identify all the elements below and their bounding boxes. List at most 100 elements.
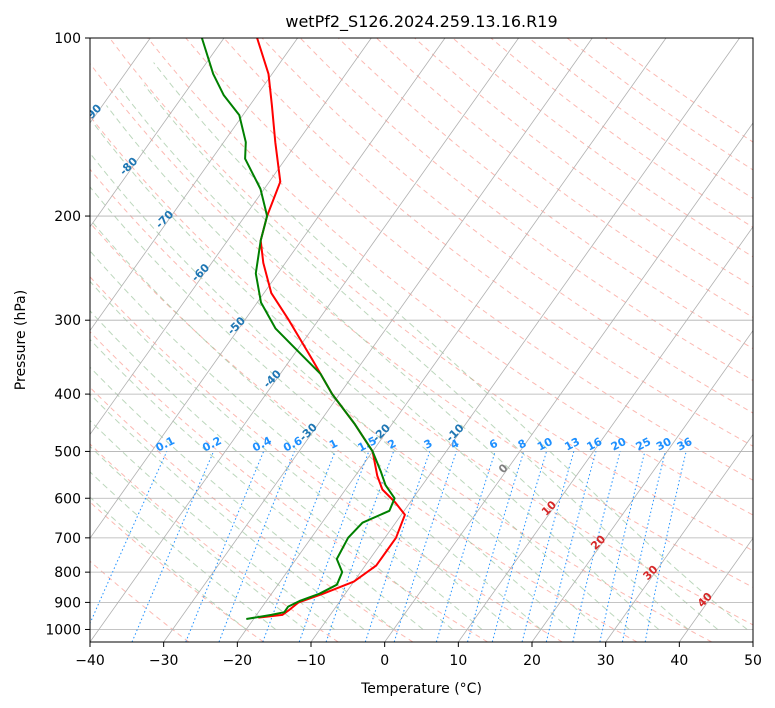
isotherm bbox=[90, 38, 298, 332]
dry-adiabat bbox=[90, 386, 414, 642]
x-tick-label: −30 bbox=[149, 653, 179, 669]
isotherm bbox=[236, 38, 667, 642]
dry-adiabat bbox=[90, 276, 563, 642]
isotherm bbox=[90, 38, 225, 228]
dry-adiabat bbox=[414, 38, 753, 288]
plot-contents: 0.1 0.2 0.4 0.6 1 1.5 2 3 4 6 8 10 13 16 20 25 30 36-90-8… bbox=[0, 38, 753, 642]
chart-title: wetPf2_S126.2024.259.13.16.R19 bbox=[285, 12, 557, 32]
x-tick-label: 40 bbox=[670, 653, 688, 669]
dry-adiabat bbox=[223, 38, 753, 447]
plot-area: 0.1 0.2 0.4 0.6 1 1.5 2 3 4 6 8 10 13 16 20 25 30 36-90-8… bbox=[0, 38, 753, 642]
isotherm bbox=[90, 38, 519, 642]
y-axis: 100 200 300 400 500 600 700 800 900 1000 bbox=[45, 31, 90, 638]
mixing-ratio-line bbox=[218, 451, 295, 642]
x-tick-label: 20 bbox=[523, 653, 541, 669]
mixing-ratio-label: 8 bbox=[516, 437, 529, 452]
dewpoint-profile bbox=[200, 38, 396, 620]
mixing-ratio-line bbox=[298, 451, 370, 642]
mixing-ratio-line bbox=[467, 451, 525, 642]
y-tick-label: 800 bbox=[54, 565, 81, 581]
mixing-ratio-label: 3 bbox=[422, 437, 435, 452]
isotherm bbox=[531, 329, 753, 642]
moist-adiabat bbox=[143, 84, 719, 630]
plot-frame bbox=[89, 37, 754, 643]
mixing-ratio-line bbox=[599, 451, 646, 642]
mixing-ratio-line bbox=[491, 451, 547, 642]
moist-adiabat bbox=[90, 310, 453, 630]
isotherm bbox=[752, 641, 753, 642]
moist-adiabat bbox=[90, 338, 424, 630]
x-tick-label: 50 bbox=[744, 653, 762, 669]
mixing-ratio-label: 6 bbox=[487, 437, 500, 452]
isotherm-label: 40 bbox=[695, 590, 715, 610]
isotherm-label: -90 bbox=[81, 101, 104, 124]
isotherm bbox=[163, 38, 593, 642]
moist-adiabat bbox=[90, 250, 512, 630]
x-tick-label: 30 bbox=[597, 653, 615, 669]
mixing-ratio-line bbox=[393, 451, 457, 642]
x-tick-label: −10 bbox=[296, 653, 326, 669]
isotherm-label: -40 bbox=[261, 367, 284, 390]
isotherm bbox=[310, 38, 740, 642]
isotherm bbox=[457, 226, 753, 642]
mixing-ratio-label: 20 bbox=[609, 435, 629, 454]
mixing-ratio-label: 25 bbox=[634, 435, 654, 454]
x-axis: −40 −30 −20 −10 0 10 20 30 40 50 bbox=[75, 642, 762, 669]
isotherm bbox=[678, 537, 753, 642]
mixing-ratio-line bbox=[644, 451, 687, 642]
moist-adiabat bbox=[90, 471, 277, 630]
moist-adiabat bbox=[90, 152, 601, 630]
y-tick-label: 400 bbox=[54, 387, 81, 403]
moist-adiabat bbox=[117, 84, 689, 630]
moist-adiabat bbox=[90, 280, 483, 630]
isotherm bbox=[90, 38, 372, 436]
mixing-ratio-line bbox=[185, 451, 265, 642]
dry-adiabat bbox=[90, 331, 488, 642]
mixing-ratio-label: 13 bbox=[562, 435, 582, 454]
isotherm-label: -60 bbox=[189, 261, 212, 284]
dry-adiabat bbox=[147, 38, 753, 516]
y-tick-label: 300 bbox=[54, 313, 81, 329]
y-tick-label: 100 bbox=[54, 31, 81, 47]
dry-adiabat bbox=[376, 38, 753, 318]
y-tick-label: 700 bbox=[54, 531, 81, 547]
moist-adiabat bbox=[90, 445, 306, 630]
moist-adiabat bbox=[93, 124, 630, 630]
isotherm-label: -10 bbox=[443, 421, 466, 444]
y-axis-label: Pressure (hPa) bbox=[13, 290, 29, 390]
dry-adiabat bbox=[261, 38, 753, 414]
isotherm-label: 10 bbox=[539, 498, 559, 518]
y-tick-label: 1000 bbox=[45, 622, 81, 638]
dry-adiabat bbox=[490, 38, 753, 228]
isotherm bbox=[0, 38, 77, 642]
y-tick-label: 200 bbox=[54, 209, 81, 225]
mixing-ratio-line bbox=[90, 451, 168, 625]
isotherm bbox=[90, 38, 446, 539]
mixing-ratio-label: 16 bbox=[585, 435, 605, 454]
mixing-ratio-line bbox=[262, 451, 336, 642]
moist-adiabat bbox=[90, 366, 394, 630]
mixing-ratio-label: 10 bbox=[535, 435, 555, 454]
x-tick-label: 10 bbox=[449, 653, 467, 669]
isotherm bbox=[384, 122, 753, 642]
dry-adiabat bbox=[90, 560, 190, 642]
moist-adiabat bbox=[90, 218, 542, 630]
mixing-ratio-line bbox=[131, 451, 215, 642]
dry-adiabat bbox=[109, 38, 753, 552]
mixing-ratio-label: 30 bbox=[654, 435, 674, 454]
mixing-ratio-label: 36 bbox=[675, 435, 695, 454]
dry-adiabat bbox=[299, 38, 753, 382]
y-tick-label: 500 bbox=[54, 444, 81, 460]
mixing-ratio-line bbox=[325, 451, 395, 642]
dry-adiabat bbox=[337, 38, 753, 350]
dry-adiabat bbox=[90, 501, 264, 642]
x-tick-label: −40 bbox=[75, 653, 105, 669]
mixing-ratio-line bbox=[545, 451, 597, 642]
isotherm-label: -70 bbox=[153, 208, 176, 231]
isotherm bbox=[0, 38, 3, 642]
x-tick-label: 0 bbox=[380, 653, 389, 669]
mixing-ratio-line bbox=[364, 451, 431, 642]
dry-adiabat bbox=[90, 62, 753, 588]
x-axis-label: Temperature (°C) bbox=[360, 681, 482, 697]
